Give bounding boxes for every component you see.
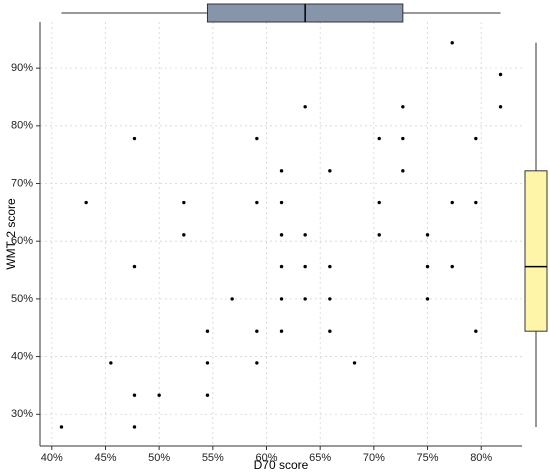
point bbox=[377, 200, 381, 205]
point bbox=[255, 361, 259, 365]
point bbox=[109, 361, 113, 365]
y-tick-label: 60% bbox=[11, 235, 33, 247]
point bbox=[303, 233, 307, 237]
y-axis-title: WMT-2 score bbox=[4, 198, 18, 270]
point bbox=[328, 297, 332, 301]
point bbox=[157, 393, 161, 397]
point bbox=[328, 264, 332, 269]
x-axis-title: D70 score bbox=[254, 458, 309, 472]
point bbox=[474, 329, 478, 333]
point bbox=[450, 41, 454, 45]
point bbox=[59, 425, 64, 429]
point bbox=[279, 169, 284, 173]
point bbox=[303, 105, 307, 109]
point bbox=[352, 361, 357, 365]
point bbox=[450, 264, 454, 269]
point bbox=[425, 264, 430, 269]
y-tick-label: 30% bbox=[11, 408, 33, 420]
point bbox=[303, 297, 307, 301]
point bbox=[255, 200, 259, 205]
point bbox=[474, 200, 478, 205]
y-tick-label: 80% bbox=[11, 120, 33, 132]
point bbox=[377, 233, 381, 237]
x-tick-label: 55% bbox=[202, 452, 224, 464]
point bbox=[401, 105, 405, 109]
x-tick-label: 60% bbox=[255, 452, 277, 464]
point bbox=[230, 297, 234, 301]
y-tick-label: 70% bbox=[11, 177, 33, 189]
point bbox=[279, 200, 284, 205]
point bbox=[450, 200, 454, 205]
point bbox=[498, 105, 503, 109]
point bbox=[303, 264, 307, 269]
point bbox=[328, 329, 332, 333]
point bbox=[182, 233, 186, 237]
point bbox=[498, 72, 503, 77]
point bbox=[279, 329, 284, 333]
point bbox=[132, 425, 137, 429]
y-tick-label: 90% bbox=[11, 62, 33, 74]
x-tick-label: 75% bbox=[417, 452, 439, 464]
point bbox=[132, 136, 137, 141]
y-tick-label: 40% bbox=[11, 350, 33, 362]
point bbox=[401, 169, 405, 173]
x-tick-label: 40% bbox=[41, 452, 63, 464]
point bbox=[279, 297, 284, 301]
point bbox=[401, 136, 405, 141]
point bbox=[425, 297, 430, 301]
x-tick-label: 70% bbox=[363, 452, 385, 464]
point bbox=[425, 233, 430, 237]
point bbox=[377, 136, 381, 141]
point bbox=[132, 393, 137, 397]
point bbox=[205, 361, 210, 365]
point bbox=[205, 393, 210, 397]
point bbox=[328, 169, 332, 173]
point bbox=[279, 264, 284, 269]
x-tick-label: 50% bbox=[148, 452, 170, 464]
point bbox=[205, 329, 210, 333]
y-tick-label: 50% bbox=[11, 293, 33, 305]
x-tick-label: 45% bbox=[94, 452, 116, 464]
point bbox=[182, 200, 186, 205]
point bbox=[255, 329, 259, 333]
point bbox=[279, 233, 284, 237]
x-tick-label: 80% bbox=[470, 452, 492, 464]
point bbox=[474, 136, 478, 141]
box bbox=[524, 170, 548, 332]
x-tick-label: 65% bbox=[309, 452, 331, 464]
point bbox=[132, 264, 137, 269]
point bbox=[255, 136, 259, 141]
point bbox=[84, 200, 88, 205]
